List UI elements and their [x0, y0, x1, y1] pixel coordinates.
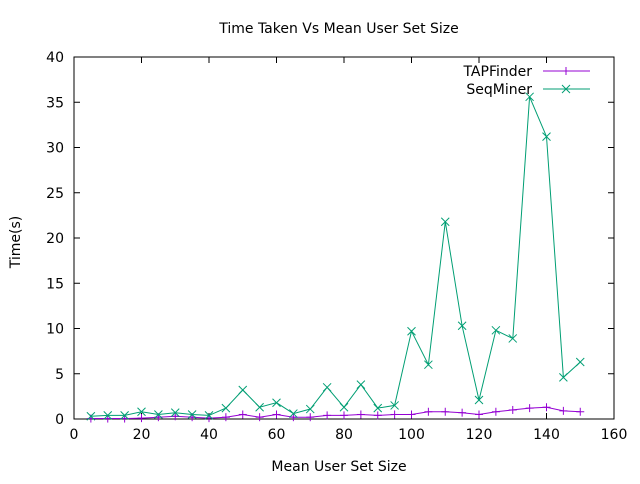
- y-tick-label: 35: [46, 95, 64, 111]
- data-point-seqminer: [474, 395, 484, 405]
- data-point-seqminer: [390, 401, 399, 410]
- data-point-seqminer: [424, 360, 433, 370]
- data-point-seqminer: [187, 410, 197, 419]
- data-point-seqminer: [305, 404, 315, 414]
- y-tick-label: 5: [55, 367, 64, 383]
- data-point-seqminer: [204, 411, 214, 420]
- x-tick-label: 20: [133, 427, 151, 443]
- legend-marker-seqminer: [561, 84, 571, 94]
- y-tick-label: 15: [46, 276, 64, 292]
- data-point-seqminer: [575, 357, 585, 367]
- x-tick-label: 80: [335, 427, 353, 443]
- data-point-seqminer: [221, 403, 231, 413]
- data-point-seqminer: [137, 407, 146, 417]
- data-point-seqminer: [238, 385, 248, 395]
- legend: TAPFinder SeqMiner: [462, 64, 590, 98]
- y-tick-label: 25: [46, 186, 64, 202]
- x-tick-label: 140: [533, 427, 560, 443]
- data-point-seqminer: [339, 402, 349, 412]
- series-seqminer: [86, 92, 585, 421]
- data-point-seqminer: [86, 411, 96, 421]
- data-point-seqminer: [559, 373, 568, 382]
- data-point-seqminer: [508, 334, 518, 343]
- data-point-seqminer: [322, 382, 332, 392]
- plot-frame: [73, 56, 615, 420]
- data-point-seqminer: [154, 410, 163, 419]
- y-tick-label: 40: [46, 50, 64, 66]
- data-point-seqminer: [356, 380, 366, 389]
- x-tick-label: 40: [200, 427, 218, 443]
- x-tick-label: 60: [268, 427, 286, 443]
- data-point-seqminer: [457, 321, 467, 331]
- y-tick-label: 30: [46, 141, 64, 157]
- legend-label-tapfinder: TAPFinder: [462, 64, 532, 80]
- data-point-seqminer: [373, 403, 383, 413]
- legend-label-seqminer: SeqMiner: [466, 82, 532, 98]
- x-tick-label: 160: [601, 427, 628, 443]
- data-point-seqminer: [542, 132, 551, 141]
- y-axis-label: Time(s): [8, 216, 24, 269]
- data-point-seqminer: [289, 409, 298, 418]
- data-point-seqminer: [120, 411, 129, 420]
- data-point-seqminer: [491, 325, 501, 335]
- axis-ticks: 0 20 40 60 80 100 120 140 160 0 5 10 15 20 25 30 35 40: [46, 50, 627, 443]
- series-layer: [86, 92, 585, 423]
- data-point-seqminer: [103, 411, 113, 420]
- x-axis-label: Mean User Set Size: [271, 459, 406, 475]
- chart-title: Time Taken Vs Mean User Set Size: [218, 21, 459, 37]
- x-tick-label: 100: [398, 427, 425, 443]
- series-tapfinder: [86, 403, 585, 423]
- data-point-seqminer: [407, 326, 416, 336]
- data-point-seqminer: [255, 402, 264, 412]
- data-point-seqminer: [525, 92, 534, 102]
- series-line-seqminer: [90, 96, 581, 417]
- y-tick-label: 0: [55, 412, 64, 428]
- y-tick-label: 10: [46, 322, 64, 338]
- series-line-tapfinder: [90, 406, 581, 419]
- x-tick-label: 120: [466, 427, 493, 443]
- data-point-seqminer: [272, 398, 281, 408]
- data-point-seqminer: [170, 408, 180, 418]
- x-tick-label: 0: [70, 427, 79, 443]
- data-point-seqminer: [440, 217, 450, 227]
- y-tick-label: 20: [46, 231, 64, 247]
